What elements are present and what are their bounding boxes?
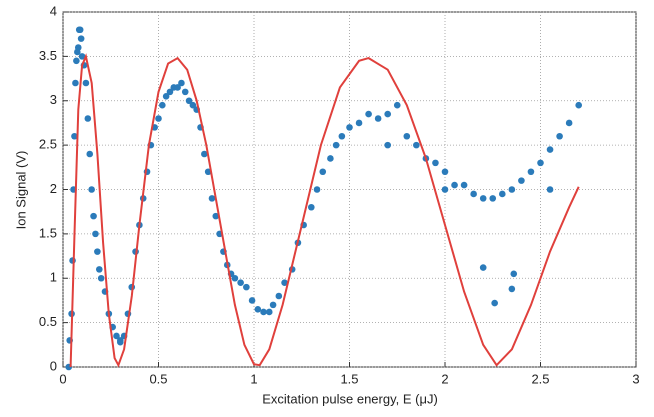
data-point	[403, 132, 411, 140]
data-point	[92, 230, 99, 238]
data-point	[74, 44, 82, 51]
y-tick-label: 2.5	[39, 137, 57, 152]
data-point	[374, 115, 382, 122]
data-point	[489, 195, 497, 202]
data-point	[189, 101, 197, 109]
data-point	[537, 159, 544, 167]
x-tick-label: 1	[250, 371, 257, 386]
data-point	[73, 57, 80, 65]
data-point	[117, 338, 124, 346]
data-point	[94, 248, 101, 255]
data-point	[113, 332, 120, 340]
x-tick-label: 1.5	[340, 371, 358, 386]
data-point	[178, 79, 185, 87]
curve	[69, 53, 580, 368]
y-tick-label: 1.5	[39, 225, 57, 240]
data-point	[384, 110, 392, 118]
data-point	[265, 308, 273, 316]
data-point	[365, 110, 372, 118]
y-tick-label: 0	[50, 358, 57, 373]
data-point	[174, 84, 181, 91]
data-point	[162, 93, 170, 100]
data-point	[159, 101, 166, 109]
data-point	[86, 150, 94, 158]
data-point	[338, 132, 346, 140]
data-point	[260, 308, 267, 316]
x-tick-label: 0	[59, 371, 66, 386]
data-point	[90, 212, 97, 220]
data-point	[393, 101, 401, 109]
data-point	[231, 274, 239, 282]
y-tick-label: 3.5	[39, 48, 57, 63]
y-axis-label: Ion Signal (V)	[13, 151, 28, 230]
data-point	[84, 115, 92, 122]
x-tick-label: 2.5	[531, 371, 549, 386]
data-point	[332, 141, 340, 149]
data-point	[308, 203, 315, 211]
data-point	[546, 146, 554, 153]
data-point	[71, 132, 78, 140]
data-point	[575, 101, 582, 109]
y-tick-label: 0.5	[39, 314, 57, 329]
data-point	[313, 186, 321, 193]
data-point	[201, 150, 208, 158]
data-point	[212, 212, 220, 220]
data-point	[413, 141, 420, 149]
data-point	[441, 186, 449, 193]
data-point	[319, 168, 327, 176]
data-point	[275, 292, 283, 300]
data-point	[181, 88, 189, 96]
data-point	[78, 53, 86, 60]
data-point	[95, 266, 103, 273]
data-point	[384, 141, 392, 149]
data-point	[565, 119, 573, 127]
data-point	[527, 168, 535, 176]
data-point	[72, 79, 79, 87]
data-point	[155, 115, 162, 122]
data-point	[508, 186, 516, 193]
y-tick-label: 1	[50, 270, 57, 285]
data-point	[491, 299, 498, 307]
data-point	[451, 181, 458, 189]
data-point	[281, 279, 288, 286]
data-point	[508, 285, 516, 293]
data-point	[254, 306, 262, 313]
data-point	[441, 168, 449, 176]
y-tick-label: 2	[50, 181, 57, 196]
data-point	[479, 195, 487, 202]
data-point	[355, 119, 363, 127]
data-point	[546, 186, 554, 193]
data-point	[556, 132, 563, 140]
data-point	[185, 97, 193, 105]
data-point	[76, 26, 84, 34]
data-point	[97, 274, 105, 282]
y-tick-label: 3	[50, 92, 57, 107]
data-point	[248, 297, 256, 304]
data-point	[243, 283, 250, 291]
x-tick-label: 3	[632, 371, 639, 386]
data-point	[208, 195, 216, 202]
data-point	[460, 181, 468, 189]
data-point	[69, 257, 76, 264]
data-point	[88, 186, 95, 193]
data-point	[269, 301, 277, 309]
data-point	[346, 124, 353, 131]
data-point	[77, 35, 85, 42]
data-point	[510, 270, 518, 278]
x-tick-label: 2	[441, 371, 448, 386]
data-point	[470, 190, 477, 198]
y-tick-label: 4	[50, 3, 57, 18]
data-point	[432, 159, 439, 167]
data-point	[518, 177, 525, 184]
data-point	[166, 88, 174, 96]
x-tick-label: 0.5	[149, 371, 167, 386]
data-point	[82, 79, 90, 87]
data-point	[237, 279, 244, 286]
data-point	[499, 190, 506, 198]
data-point	[479, 264, 487, 271]
x-axis-label: Excitation pulse energy, E (μJ)	[262, 391, 438, 406]
data-point	[327, 155, 334, 162]
